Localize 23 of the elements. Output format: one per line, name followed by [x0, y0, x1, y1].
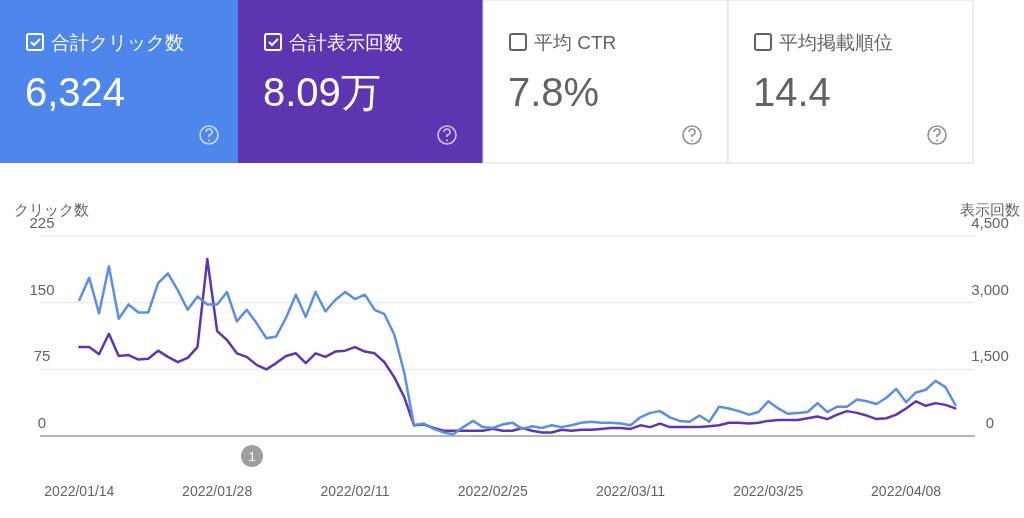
y2-tick-label: 0 [985, 414, 995, 431]
x-tick-label: 2022/01/28 [182, 483, 253, 499]
y-tick-label: 150 [29, 280, 55, 298]
text: 8.09万 [263, 70, 381, 114]
y2-axis-title: 表示回数 [960, 201, 1020, 218]
y2-tick-label: 1,500 [971, 347, 1009, 365]
x-tick-label: 2022/01/14 [44, 483, 115, 499]
x-tick-label: 2022/04/08 [871, 483, 942, 499]
x-tick-label: 2022/02/11 [320, 483, 390, 499]
x-tick-label: 2022/03/25 [733, 483, 804, 499]
text: 平均掲載順位 [779, 32, 893, 53]
y-tick-label: 0 [37, 414, 47, 431]
x-tick-label: 2022/03/11 [596, 483, 666, 499]
text: 1 [248, 449, 256, 464]
text: 平均 CTR [534, 32, 617, 53]
text: 合計クリック数 [51, 32, 184, 53]
text: 6,324 [25, 70, 126, 114]
x-tick-label: 2022/02/25 [457, 483, 528, 499]
y2-tick-label: 3,000 [971, 280, 1009, 298]
y-tick-label: 75 [33, 347, 51, 365]
text: 14.4 [753, 70, 831, 114]
text: 合計表示回数 [289, 32, 403, 53]
text: 7.8% [508, 70, 600, 114]
